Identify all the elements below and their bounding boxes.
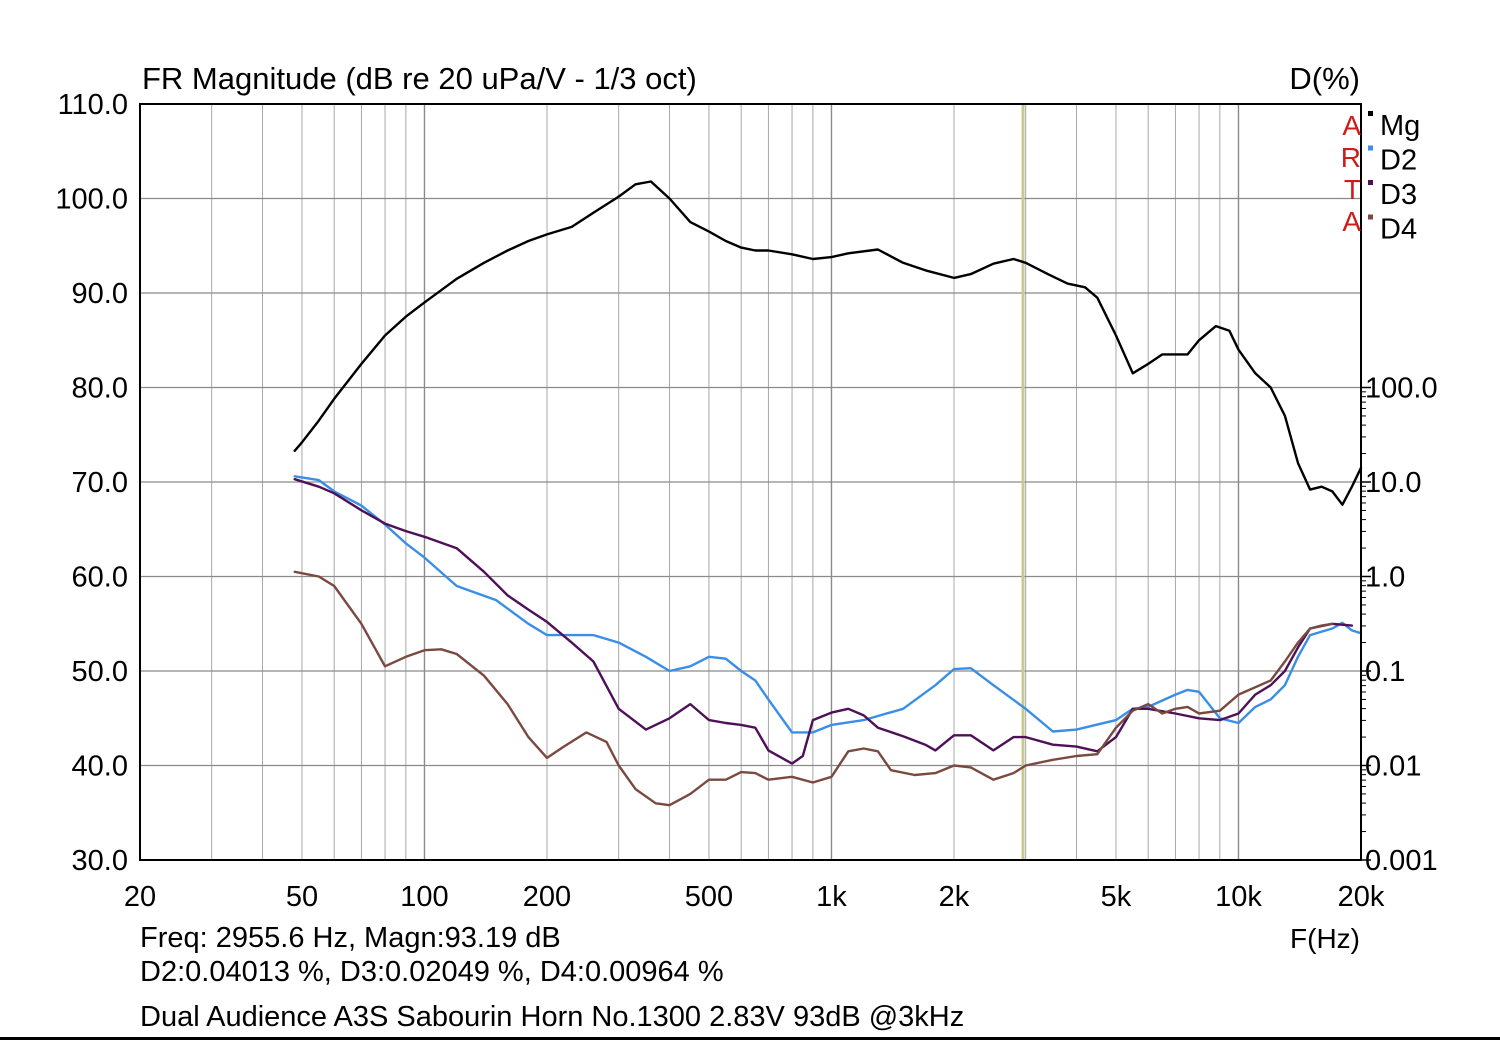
x-tick-label: 100 — [400, 881, 448, 913]
x-tick-label: 50 — [286, 881, 318, 913]
x-tick-label: 500 — [685, 881, 733, 913]
y-tick-label: 40.0 — [72, 751, 128, 783]
legend-swatch-d4 — [1368, 214, 1373, 220]
series-line-d2 — [293, 475, 1363, 734]
y-tick-label: 70.0 — [72, 467, 128, 499]
x-tick-label: 5k — [1101, 881, 1132, 913]
watermark-letter: T — [1344, 174, 1361, 205]
y-tick-label: 30.0 — [72, 845, 128, 877]
series-lines — [293, 180, 1363, 807]
freq-readout: Freq: 2955.6 Hz, Magn:93.19 dB — [140, 922, 561, 954]
y2-tick-label: 100.0 — [1365, 373, 1438, 405]
legend-label-d3: D3 — [1380, 179, 1417, 211]
y2-tick-label: 1.0 — [1365, 562, 1405, 594]
legend-label-mg: Mg — [1380, 110, 1420, 142]
y2-tick-label: 0.001 — [1365, 845, 1438, 877]
legend-swatch-d3 — [1368, 180, 1373, 185]
y-tick-label: 50.0 — [72, 656, 128, 688]
series-line-mg — [293, 180, 1363, 506]
y-tick-label: 110.0 — [58, 89, 128, 121]
y2-tick-label: 0.01 — [1365, 751, 1421, 783]
y-tick-label: 100.0 — [55, 184, 128, 216]
chart-title: FR Magnitude (dB re 20 uPa/V - 1/3 oct) — [142, 61, 697, 96]
x-axis-title: F(Hz) — [1290, 923, 1360, 954]
y-tick-label: 80.0 — [72, 373, 128, 405]
y2-tick-label: 10.0 — [1365, 467, 1421, 499]
watermark-letter: R — [1341, 142, 1361, 173]
y2-tick-label: 0.1 — [1365, 656, 1405, 688]
x-tick-label: 10k — [1215, 881, 1262, 913]
series-line-d3 — [293, 478, 1354, 765]
legend-label-d4: D4 — [1380, 214, 1417, 246]
x-tick-label: 200 — [523, 881, 571, 913]
measurement-description: Dual Audience A3S Sabourin Horn No.1300 … — [140, 1001, 965, 1033]
legend-swatch-d2 — [1368, 145, 1373, 151]
y-tick-label: 90.0 — [72, 278, 128, 310]
bottom-rule — [0, 1037, 1500, 1040]
y2-axis-title: D(%) — [1289, 61, 1360, 96]
watermark-letter: A — [1342, 206, 1361, 237]
x-tick-label: 2k — [939, 881, 970, 913]
x-tick-label: 1k — [816, 881, 847, 913]
watermark-letter: A — [1342, 110, 1361, 141]
x-tick-label: 20 — [124, 881, 156, 913]
y-tick-label: 60.0 — [72, 562, 128, 594]
series-line-d4 — [293, 570, 1334, 807]
x-tick-label: 20k — [1338, 881, 1385, 913]
axis-labels: 20 50 100 200 500 1k 2k 5k 10k 20k 110.0 100.0 90.0 8… — [55, 89, 1437, 913]
grid — [140, 104, 1361, 860]
legend-label-d2: D2 — [1380, 145, 1417, 177]
distortion-readout: D2:0.04013 %, D3:0.02049 %, D4:0.00964 % — [140, 956, 724, 988]
legend-swatch-mg — [1368, 111, 1373, 116]
